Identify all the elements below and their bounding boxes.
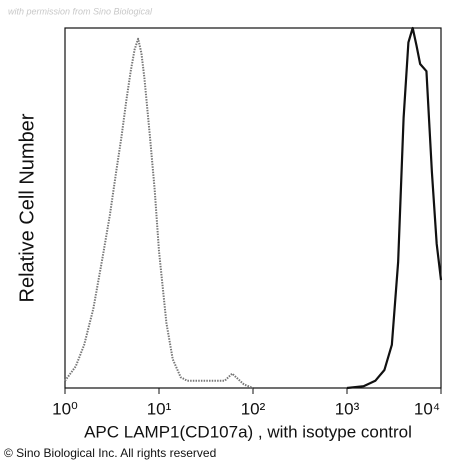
- x-tick-label: 10¹: [147, 399, 172, 418]
- histogram-line: [64, 37, 254, 389]
- x-tick-label: 10²: [241, 399, 266, 418]
- x-tick-label: 10⁴: [414, 399, 440, 418]
- watermark: with permission from Sino Biological: [8, 6, 153, 16]
- x-tick-label: 10³: [335, 399, 360, 418]
- footer: © Sino Biological Inc. All rights reserv…: [4, 446, 216, 460]
- x-axis-label: APC LAMP1(CD107a) , with isotype control: [84, 422, 412, 441]
- plot-frame: [64, 27, 442, 389]
- x-tick-label: 10⁰: [52, 399, 78, 418]
- y-axis-label: Relative Cell Number: [16, 113, 38, 302]
- histogram-line: [346, 26, 443, 390]
